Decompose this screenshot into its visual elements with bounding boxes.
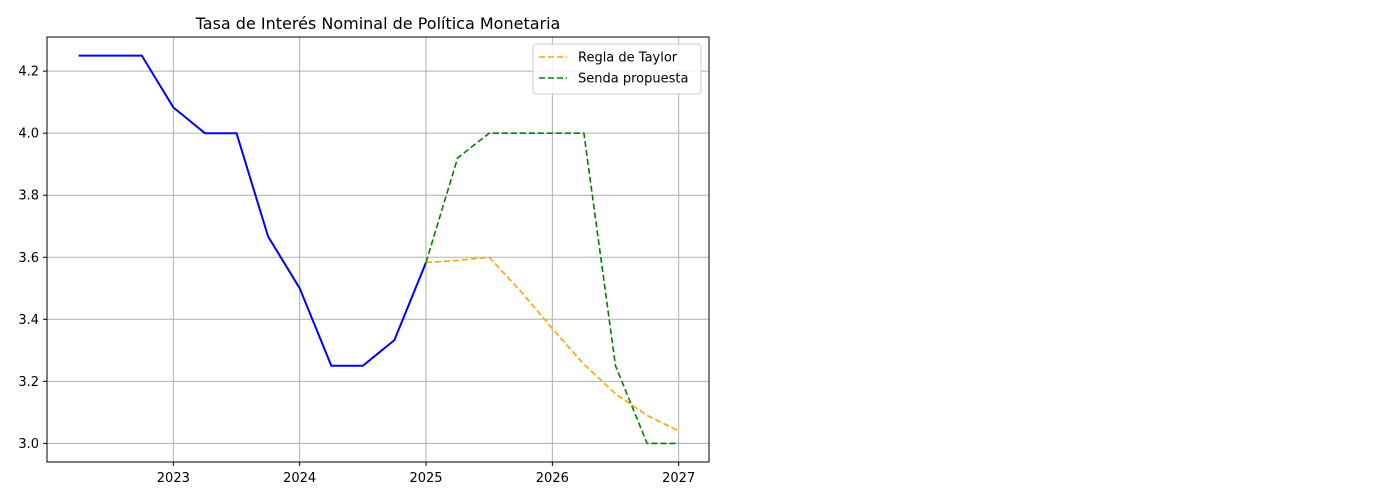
x-tick-label: 2025 [409,471,442,486]
legend-label: Senda propuesta [578,72,688,87]
legend: Regla de Taylor Senda propuesta [532,43,702,95]
series-line-historical [78,54,427,367]
legend-box [532,43,702,95]
legend-label: Regla de Taylor [578,51,678,66]
series-line-senda-propuesta [425,132,679,445]
y-tick-label: 4.0 [18,127,39,142]
y-tick-label: 3.0 [18,437,39,452]
plot-area-frame [46,36,710,463]
chart-title: Tasa de Interés Nominal de Política Mone… [195,14,561,33]
y-tick-label: 3.4 [18,313,39,328]
y-tick-label: 3.8 [18,189,39,204]
x-tick-label: 2023 [157,471,190,486]
x-axis: 2023 2024 2025 2026 2027 [157,462,695,486]
y-tick-label: 4.2 [18,65,39,80]
series-layer [78,54,680,445]
y-axis: 3.0 3.2 3.4 3.6 3.8 4.0 4.2 [18,65,47,452]
grid [47,37,709,462]
y-tick-label: 3.6 [18,251,39,266]
x-tick-label: 2026 [536,471,569,486]
series-line-regla-de-taylor [425,256,680,432]
x-tick-label: 2024 [283,471,316,486]
x-tick-label: 2027 [662,471,695,486]
y-tick-label: 3.2 [18,375,39,390]
